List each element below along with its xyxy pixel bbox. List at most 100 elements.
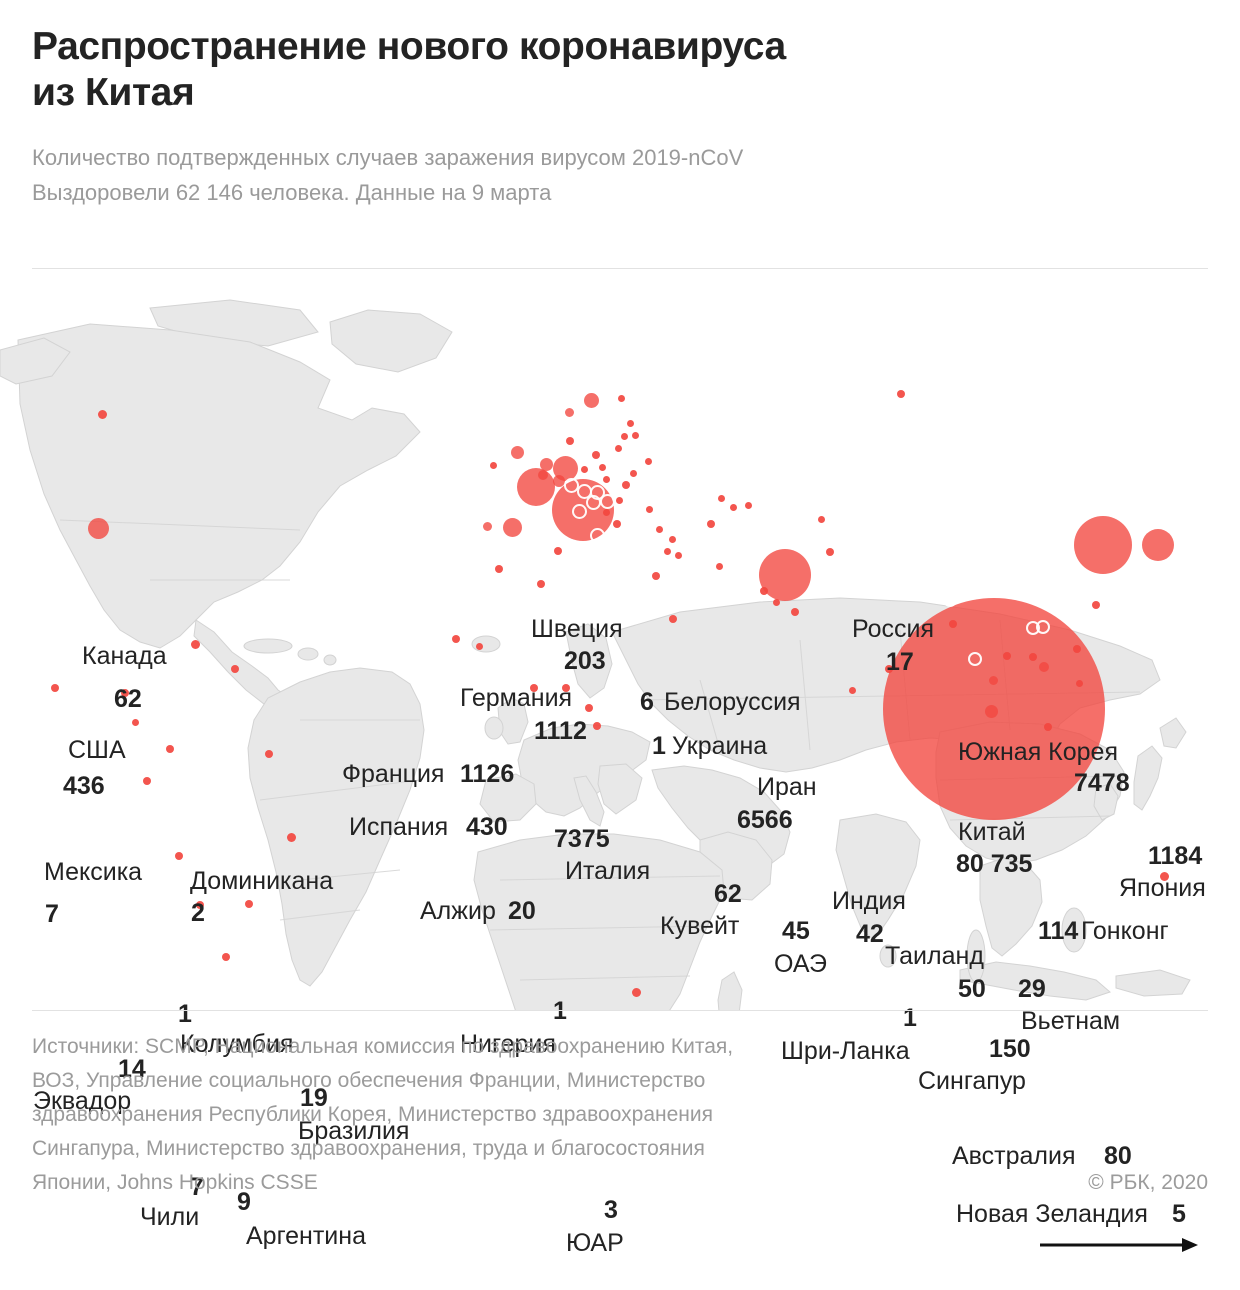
- dot-czech[interactable]: [581, 466, 588, 473]
- dot-ghana[interactable]: [530, 684, 538, 692]
- bubble-portugal[interactable]: [483, 522, 492, 531]
- bubble-outline-nepal[interactable]: [940, 568, 954, 582]
- bubble-uk[interactable]: [511, 446, 524, 459]
- dot-qatar[interactable]: [773, 599, 780, 606]
- dot-china-east[interactable]: [1092, 601, 1100, 609]
- dot-afghanistan[interactable]: [826, 548, 834, 556]
- bubble-outline-taiwan[interactable]: [1036, 620, 1050, 634]
- dot-latvia[interactable]: [621, 433, 628, 440]
- dot-panama[interactable]: [121, 689, 129, 697]
- bubble-outline-bosnia[interactable]: [586, 495, 601, 510]
- dot-chile[interactable]: [196, 901, 204, 909]
- dot-argentina[interactable]: [222, 953, 230, 961]
- bubble-outline-myanmar[interactable]: [968, 652, 982, 666]
- dot-russia-main[interactable]: [897, 390, 905, 398]
- dot-kazakhstan[interactable]: [818, 516, 825, 523]
- dot-sudan[interactable]: [669, 615, 677, 623]
- dot-ireland[interactable]: [490, 462, 497, 469]
- dot-peru[interactable]: [175, 852, 183, 860]
- dot-brazil[interactable]: [287, 833, 296, 842]
- dot-azerbaijan[interactable]: [745, 502, 752, 509]
- dot-armenia[interactable]: [730, 504, 737, 511]
- bubble-japan[interactable]: [1142, 529, 1174, 561]
- dot-estonia[interactable]: [627, 420, 634, 427]
- bubble-norway[interactable]: [565, 408, 574, 417]
- dot-lebanon[interactable]: [669, 536, 676, 543]
- bubble-belgium[interactable]: [538, 470, 548, 480]
- bubble-outline-greece[interactable]: [590, 528, 605, 543]
- dot-colombia[interactable]: [166, 745, 174, 753]
- dot-bangladesh[interactable]: [949, 620, 957, 628]
- dot-lithuania[interactable]: [615, 445, 622, 452]
- bubble-hongkong[interactable]: [1039, 662, 1049, 672]
- dot-cyprus[interactable]: [656, 526, 663, 533]
- dot-romania[interactable]: [622, 481, 630, 489]
- dot-guyana[interactable]: [265, 750, 273, 758]
- bubble-france[interactable]: [517, 468, 555, 506]
- dot-morocco[interactable]: [495, 565, 503, 573]
- label-usa-value: 436: [63, 772, 105, 800]
- dot-bulgaria[interactable]: [616, 497, 623, 504]
- dot-bahrain[interactable]: [760, 587, 768, 595]
- dot-georgia[interactable]: [718, 495, 725, 502]
- dot-indonesia[interactable]: [1044, 723, 1052, 731]
- dot-cambodia[interactable]: [1029, 653, 1037, 661]
- bubble-usa[interactable]: [88, 518, 109, 539]
- dot-bolivia[interactable]: [245, 900, 253, 908]
- dot-philippines[interactable]: [1073, 645, 1081, 653]
- dot-saudi[interactable]: [716, 563, 723, 570]
- dot-turkey[interactable]: [646, 506, 653, 513]
- dot-jordan[interactable]: [675, 552, 682, 559]
- label-france-name: Франция: [342, 760, 445, 788]
- dot-caribbean[interactable]: [231, 665, 239, 673]
- dot-denmark[interactable]: [566, 437, 574, 445]
- dot-israel[interactable]: [664, 548, 671, 555]
- dot-finland[interactable]: [618, 395, 625, 402]
- dot-iraq[interactable]: [707, 520, 715, 528]
- divider-top: [32, 268, 1208, 269]
- label-china-name: Китай: [958, 818, 1026, 846]
- bubble-netherlands[interactable]: [540, 458, 553, 471]
- bubble-malaysia[interactable]: [989, 676, 998, 685]
- dot-southafrica[interactable]: [632, 988, 641, 997]
- dot-srilanka[interactable]: [885, 665, 893, 673]
- dot-belarus[interactable]: [632, 432, 639, 439]
- bubble-outline-albania[interactable]: [572, 504, 587, 519]
- dot-tunisia[interactable]: [554, 547, 562, 555]
- dot-costarica[interactable]: [132, 719, 139, 726]
- bubble-spain[interactable]: [503, 518, 522, 537]
- dot-cameroon[interactable]: [593, 722, 601, 730]
- dot-greece2[interactable]: [613, 520, 621, 528]
- dot-canada[interactable]: [98, 410, 107, 419]
- label-sweden-value: 203: [564, 647, 606, 675]
- dot-thailand[interactable]: [1003, 652, 1011, 660]
- dot-ecuador[interactable]: [143, 777, 151, 785]
- dot-algeria[interactable]: [537, 580, 545, 588]
- bubble-singapore[interactable]: [985, 705, 998, 718]
- dot-slovakia[interactable]: [599, 464, 606, 471]
- bubble-sweden[interactable]: [584, 393, 599, 408]
- dot-mexico[interactable]: [51, 684, 59, 692]
- bubble-switzerland[interactable]: [553, 475, 565, 487]
- bubble-outline-serbia[interactable]: [600, 494, 615, 509]
- dot-iceland-2[interactable]: [476, 643, 483, 650]
- dot-northmac[interactable]: [603, 509, 610, 516]
- dot-egypt[interactable]: [652, 572, 660, 580]
- dot-poland[interactable]: [592, 451, 600, 459]
- dot-senegal[interactable]: [452, 635, 460, 643]
- bubble-skorea[interactable]: [1074, 516, 1132, 574]
- dot-maldives[interactable]: [849, 687, 856, 694]
- dot-nigeria[interactable]: [585, 704, 593, 712]
- label-usa-name: США: [68, 736, 126, 764]
- dot-dominicana[interactable]: [191, 640, 200, 649]
- label-japan-name: Япония: [1119, 874, 1206, 902]
- bubble-outline-bhutan[interactable]: [943, 593, 957, 607]
- dot-togo[interactable]: [562, 684, 570, 692]
- dot-moldova[interactable]: [630, 470, 637, 477]
- dot-oman[interactable]: [791, 608, 799, 616]
- label-uae-name: ОАЭ: [774, 950, 827, 978]
- dot-ukraine[interactable]: [645, 458, 652, 465]
- dot-philippines2[interactable]: [1076, 680, 1083, 687]
- dot-australia[interactable]: [1160, 872, 1169, 881]
- dot-hungary[interactable]: [603, 476, 610, 483]
